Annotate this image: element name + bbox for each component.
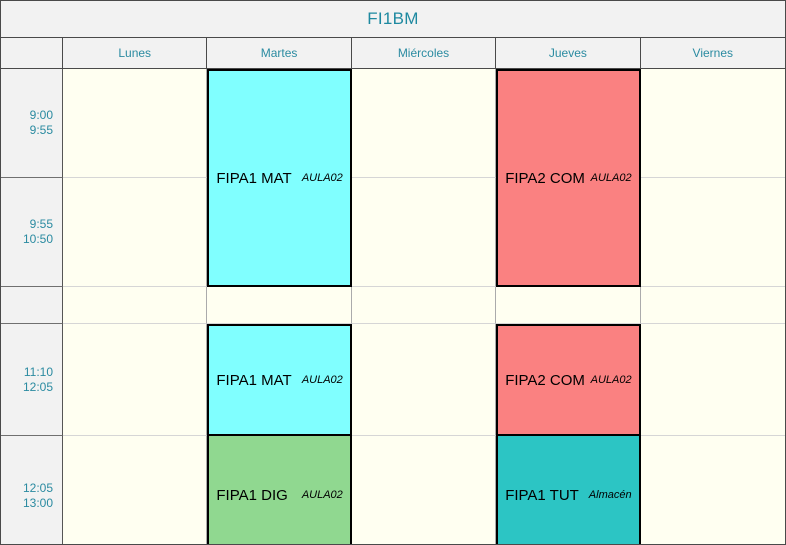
- day-header-miercoles: Miércoles: [351, 38, 497, 69]
- day-header-martes: Martes: [207, 38, 352, 69]
- event-cell-jueves-1110: FIPA2 COM AULA02: [496, 324, 641, 436]
- empty-cell-miercoles-0900: [351, 69, 497, 178]
- slot-start: 9:55: [29, 217, 53, 231]
- empty-cell-viernes-0955: [640, 178, 785, 287]
- empty-cell-viernes-0900: [640, 69, 785, 178]
- event-cell-martes-1205: FIPA1 DIG AULA02: [207, 436, 352, 544]
- empty-cell-miercoles-1110: [351, 324, 497, 436]
- event-cell-jueves-0900: FIPA2 COM AULA02: [496, 69, 641, 287]
- time-slot-0900-0955: 9:00 9:55: [1, 69, 63, 178]
- empty-cell-martes-break: [207, 287, 352, 324]
- event-cell-jueves-1205: FIPA1 TUT Almacén: [496, 436, 641, 544]
- slot-end: 13:00: [22, 495, 53, 510]
- time-slot-break: [1, 287, 63, 324]
- slot-end: 10:50: [22, 232, 53, 246]
- empty-cell-miercoles-1205: [351, 436, 497, 544]
- time-slot-0955-1050: 9:55 10:50: [1, 178, 63, 287]
- corner-cell: [1, 38, 63, 69]
- event-fipa2-com-morning[interactable]: FIPA2 COM AULA02: [496, 69, 641, 287]
- event-room: AULA02: [590, 374, 632, 386]
- event-room: AULA02: [301, 172, 343, 184]
- slot-end: 9:55: [29, 123, 53, 137]
- event-fipa2-com-midday[interactable]: FIPA2 COM AULA02: [496, 324, 641, 436]
- event-label: FIPA1 MAT: [216, 371, 292, 389]
- event-fipa1-tut[interactable]: FIPA1 TUT Almacén: [496, 436, 641, 544]
- event-cell-martes-1110: FIPA1 MAT AULA02: [207, 324, 352, 436]
- empty-cell-viernes-1110: [640, 324, 785, 436]
- time-slot-1110-1205: 11:10 12:05: [1, 324, 63, 436]
- slot-end: 12:05: [22, 379, 53, 394]
- day-header-lunes: Lunes: [63, 38, 208, 69]
- empty-cell-jueves-break: [496, 287, 641, 324]
- event-room: AULA02: [590, 172, 632, 184]
- event-label: FIPA1 MAT: [216, 169, 292, 187]
- empty-cell-viernes-break: [640, 287, 785, 324]
- event-room: AULA02: [301, 489, 343, 501]
- event-cell-martes-0900: FIPA1 MAT AULA02: [207, 69, 352, 287]
- event-label: FIPA1 DIG: [216, 486, 288, 504]
- empty-cell-miercoles-break: [351, 287, 497, 324]
- event-label: FIPA2 COM: [505, 169, 585, 187]
- event-fipa1-mat-midday[interactable]: FIPA1 MAT AULA02: [207, 324, 352, 436]
- slot-start: 11:10: [23, 364, 53, 379]
- empty-cell-lunes-break: [63, 287, 208, 324]
- time-slot-1205-1300: 12:05 13:00: [1, 436, 63, 544]
- day-header-jueves: Jueves: [496, 38, 641, 69]
- event-room: Almacén: [588, 489, 632, 501]
- empty-cell-viernes-1205: [640, 436, 785, 544]
- event-label: FIPA2 COM: [505, 371, 585, 389]
- slot-start: 9:00: [29, 108, 53, 122]
- empty-cell-lunes-1110: [63, 324, 208, 436]
- empty-cell-miercoles-0955: [351, 178, 497, 287]
- empty-cell-lunes-0900: [63, 69, 208, 178]
- event-label: FIPA1 TUT: [505, 486, 579, 504]
- day-header-viernes: Viernes: [640, 38, 785, 69]
- empty-cell-lunes-0955: [63, 178, 208, 287]
- empty-cell-lunes-1205: [63, 436, 208, 544]
- event-room: AULA02: [301, 374, 343, 386]
- event-fipa1-dig[interactable]: FIPA1 DIG AULA02: [207, 436, 352, 544]
- slot-start: 12:05: [22, 480, 53, 495]
- event-fipa1-mat-morning[interactable]: FIPA1 MAT AULA02: [207, 69, 352, 287]
- page-title: FI1BM: [1, 1, 785, 38]
